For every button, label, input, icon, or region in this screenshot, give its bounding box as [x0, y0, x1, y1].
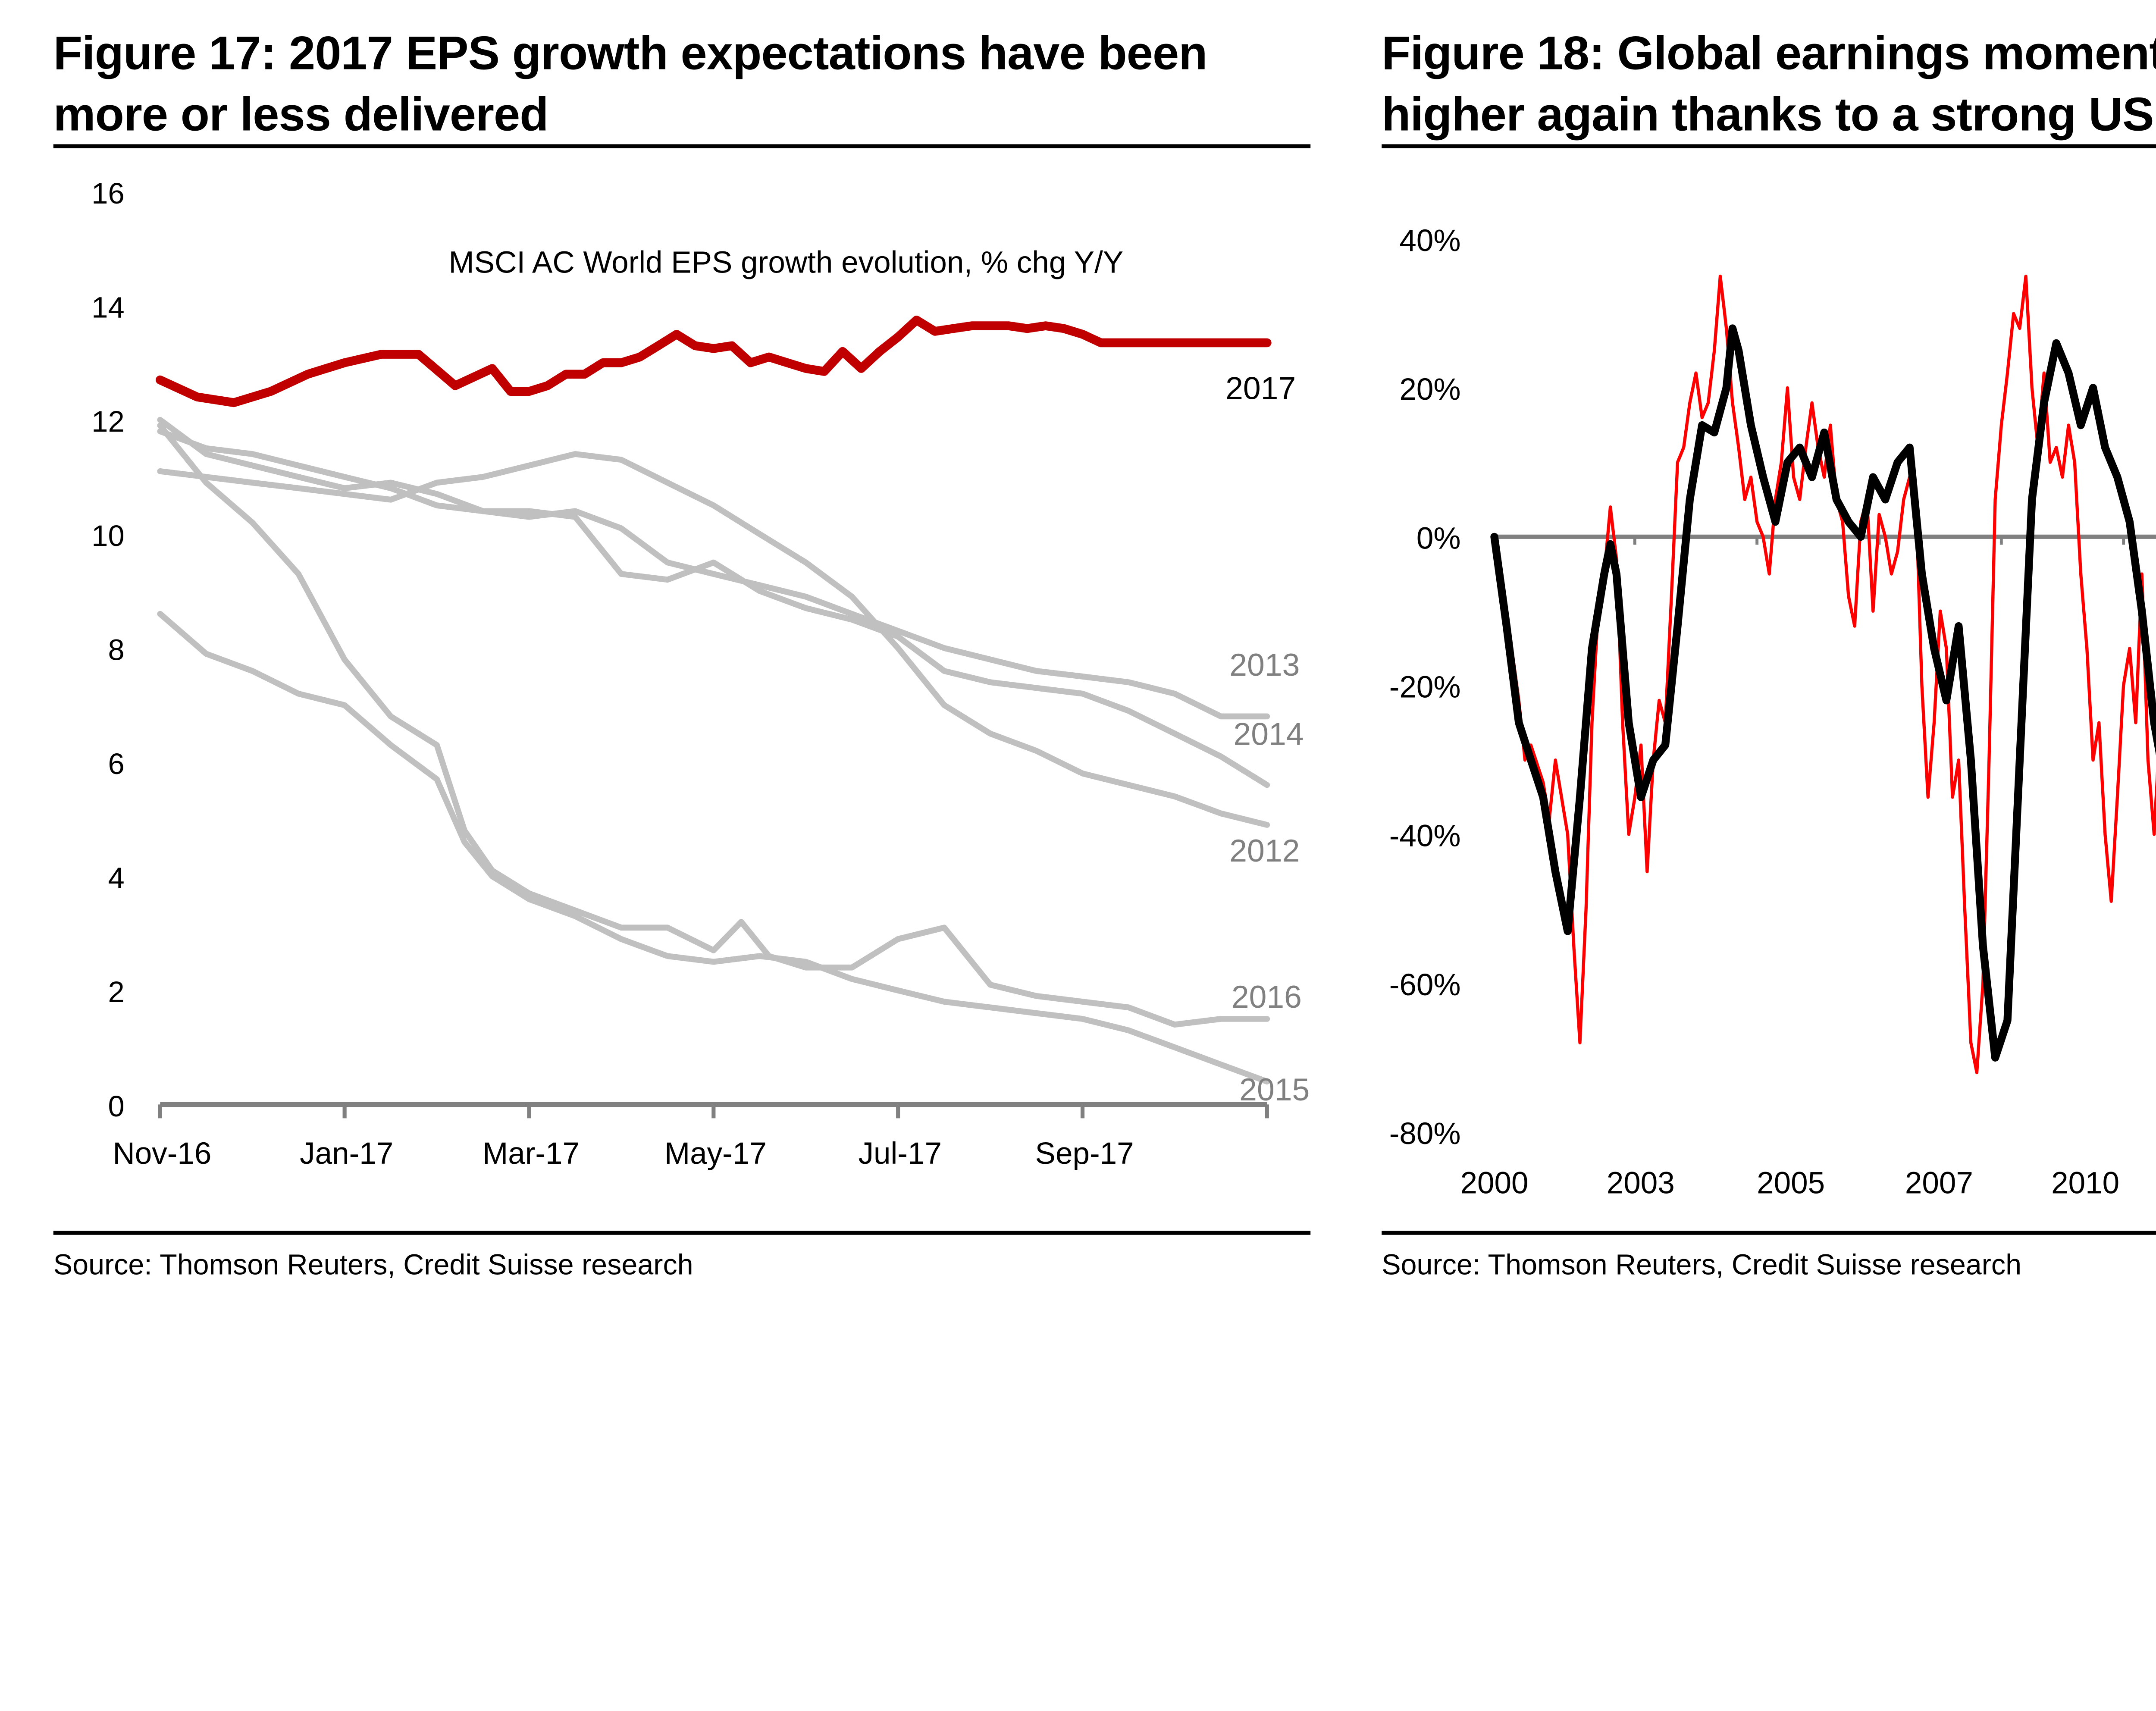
y-tick-label: -60% — [1389, 968, 1461, 1002]
figure-18-source: Source: Thomson Reuters, Credit Suisse r… — [1382, 1250, 2022, 1282]
series-line-2017 — [155, 315, 1272, 407]
figure-18-title-rule — [1382, 144, 2156, 148]
x-tick-label: Jul-17 — [859, 1137, 942, 1171]
x-tick-label: 2000 — [1460, 1166, 1528, 1200]
y-tick-label: 0 — [108, 1090, 125, 1123]
y-tick-label: 40% — [1399, 224, 1460, 258]
x-tick-label: Mar-17 — [483, 1137, 580, 1171]
figure-18-title: Figure 18: Global earnings momentum is t… — [1382, 24, 2156, 146]
series-label-2016: 2016 — [1232, 979, 1302, 1015]
figure-18-chart: 40% 20% 0% -20% -40% -60% -80% 2000 2003 2005 2007… — [1389, 224, 2156, 1200]
y-tick-label: 8 — [108, 633, 125, 666]
series-label-2017: 2017 — [1225, 371, 1296, 406]
x-tick-label: 2010 — [2051, 1166, 2119, 1200]
series-line-2015 — [157, 611, 1270, 1085]
x-tick-label: Nov-16 — [113, 1137, 211, 1171]
series-line-2016 — [157, 423, 1270, 1028]
x-tick-label: 2005 — [1757, 1166, 1825, 1200]
series-line-13-wk — [1490, 324, 2156, 1062]
series-line-4-wk — [1492, 274, 2156, 1075]
figure-17-title: Figure 17: 2017 EPS growth expectations … — [53, 24, 1208, 146]
y-tick-label: 12 — [91, 405, 124, 438]
figure-17-source-rule — [53, 1231, 1311, 1234]
figure-17-source: Source: Thomson Reuters, Credit Suisse r… — [53, 1250, 693, 1282]
series-line-2013 — [157, 428, 1270, 720]
y-tick-label: 4 — [108, 862, 125, 895]
series-label-2014: 2014 — [1233, 716, 1304, 752]
y-tick-label: -40% — [1389, 819, 1461, 853]
x-tick-label: Sep-17 — [1035, 1137, 1134, 1171]
figure-17-title-rule — [53, 144, 1311, 148]
series-label-2013: 2013 — [1229, 647, 1300, 683]
series-line-2014 — [157, 417, 1270, 788]
x-tick-label: 2007 — [1905, 1166, 1973, 1200]
x-tick-label: 2003 — [1607, 1166, 1675, 1200]
figure-18-title-line2: higher again thanks to a strong US earni… — [1382, 89, 2156, 142]
y-tick-label: -80% — [1389, 1117, 1461, 1151]
y-tick-label: 14 — [91, 291, 124, 324]
y-tick-label: 2 — [108, 975, 125, 1009]
chart-title: MSCI AC World EPS growth evolution, % ch… — [449, 245, 1124, 279]
y-tick-label: -20% — [1389, 670, 1461, 704]
y-tick-label: 0% — [1416, 521, 1461, 555]
series-label-2015: 2015 — [1239, 1072, 1310, 1107]
figure-18-title-line1: Figure 18: Global earnings momentum is t… — [1382, 28, 2156, 81]
figure-18-source-rule — [1382, 1231, 2156, 1234]
y-tick-label: 6 — [108, 747, 125, 780]
y-tick-label: 10 — [91, 519, 124, 552]
figure-17-chart: 0 2 4 6 8 10 12 14 16 2013 2014 2012 2016 2015 2017 Nov… — [91, 177, 1310, 1171]
figure-17-title-line1: Figure 17: 2017 EPS growth expectations … — [53, 28, 1208, 81]
y-tick-label: 20% — [1399, 373, 1460, 407]
x-tick-label: Jan-17 — [300, 1137, 393, 1171]
y-tick-label: 16 — [91, 177, 124, 210]
series-label-2012: 2012 — [1229, 833, 1300, 868]
figure-17-title-line2: more or less delivered — [53, 89, 549, 142]
series-line-2012 — [157, 451, 1270, 828]
x-tick-label: May-17 — [664, 1137, 767, 1171]
